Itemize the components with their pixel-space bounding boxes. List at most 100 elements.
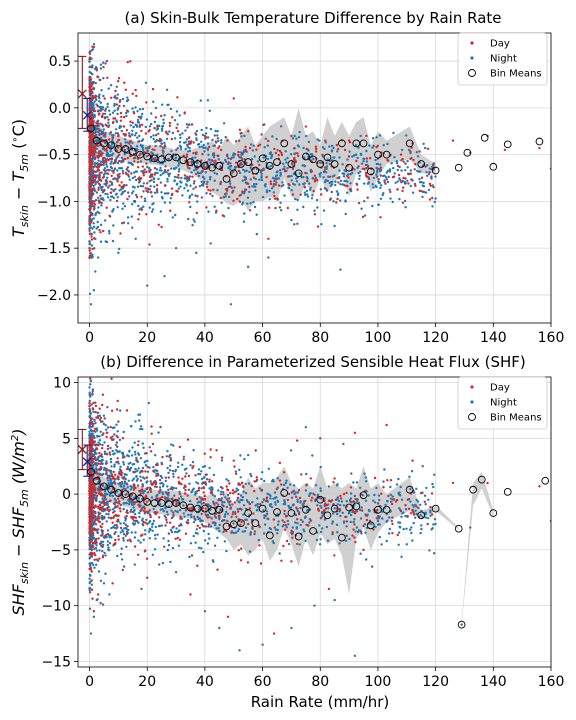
night-point (119, 531, 123, 534)
night-point (110, 536, 113, 539)
day-point (139, 479, 143, 482)
night-point (161, 492, 165, 496)
night-point (98, 500, 101, 503)
bin-mean-point (193, 160, 202, 168)
night-point (244, 491, 248, 495)
night-point (132, 477, 135, 480)
night-point (105, 520, 108, 523)
night-point (323, 518, 327, 521)
night-point (384, 503, 387, 506)
night-point (116, 169, 119, 172)
day-point (90, 548, 94, 552)
day-point (293, 146, 296, 150)
night-point (176, 182, 179, 185)
night-point (216, 130, 219, 133)
bin-mean-point (186, 158, 195, 166)
night-point (427, 498, 430, 501)
night-point (372, 499, 375, 502)
night-point (279, 174, 282, 177)
night-point (424, 191, 428, 194)
night-point (170, 149, 173, 153)
night-point (360, 207, 363, 210)
day-point (114, 158, 118, 162)
night-point (315, 198, 319, 202)
night-point (279, 201, 282, 204)
night-point (351, 155, 354, 158)
night-point (120, 222, 124, 225)
night-point (166, 548, 169, 552)
night-point (319, 504, 322, 508)
night-point (211, 153, 215, 157)
night-point (106, 426, 110, 429)
night-point (159, 502, 162, 506)
night-point (342, 520, 346, 523)
night-point (216, 536, 219, 539)
night-point (167, 505, 170, 508)
day-point (94, 427, 97, 430)
day-point (354, 540, 357, 544)
night-point (311, 194, 314, 197)
night-point (294, 491, 297, 494)
night-point (425, 171, 428, 174)
night-point (331, 520, 335, 523)
day-point (95, 165, 99, 169)
day-point (110, 174, 113, 178)
day-point (154, 134, 158, 137)
night-point (162, 483, 165, 486)
night-point (208, 487, 211, 490)
day-point (140, 195, 143, 198)
day-point (240, 157, 244, 161)
night-point (154, 144, 157, 148)
day-point (141, 488, 144, 491)
night-point (387, 532, 391, 535)
night-point (200, 180, 203, 183)
night-point (89, 303, 93, 306)
night-point (98, 435, 101, 438)
night-point (196, 200, 199, 203)
night-point (286, 167, 289, 170)
night-point (97, 441, 100, 444)
night-point (279, 168, 282, 172)
night-point (185, 138, 189, 141)
night-point (120, 156, 124, 160)
day-point (272, 518, 275, 521)
night-point (209, 508, 212, 511)
night-point (92, 102, 95, 105)
day-point (110, 96, 113, 100)
day-point (241, 152, 244, 156)
night-point (377, 494, 381, 497)
night-point (152, 180, 156, 184)
night-point (171, 546, 175, 550)
night-point (108, 487, 111, 490)
night-point (251, 149, 255, 152)
day-point (248, 146, 252, 150)
night-point (271, 540, 274, 543)
day-point (267, 206, 271, 209)
day-point (126, 173, 130, 176)
night-point (128, 132, 131, 135)
day-point (178, 492, 182, 496)
night-point (363, 157, 366, 160)
night-point (170, 509, 173, 512)
night-point (131, 176, 135, 180)
day-point (147, 154, 151, 157)
panel-b-scatter-points (88, 377, 551, 658)
night-point (325, 167, 328, 170)
night-point (241, 498, 244, 502)
night-point (388, 527, 391, 531)
day-point (103, 117, 107, 120)
bin-mean-point (87, 124, 95, 133)
night-point (388, 170, 392, 173)
night-point (326, 158, 329, 161)
day-point (212, 152, 215, 155)
night-point (242, 504, 246, 507)
day-point (89, 113, 92, 117)
night-point (319, 161, 322, 164)
day-point (112, 502, 116, 505)
day-point (195, 151, 198, 154)
night-point (393, 156, 396, 159)
night-point (195, 137, 198, 140)
night-point (276, 523, 280, 526)
night-point (106, 540, 110, 543)
night-point (107, 516, 111, 519)
